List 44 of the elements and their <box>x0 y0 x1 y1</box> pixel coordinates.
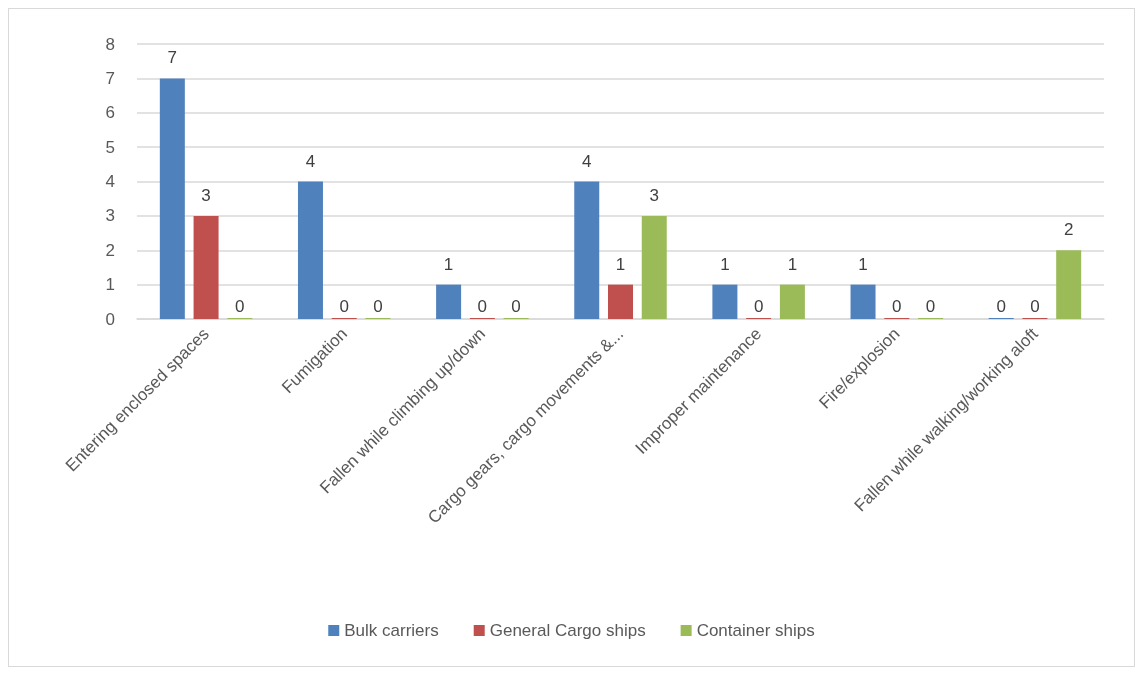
bar <box>297 181 323 319</box>
bar <box>712 284 738 319</box>
data-label: 0 <box>925 297 936 316</box>
data-label: 0 <box>753 297 764 316</box>
y-tick-label: 2 <box>105 240 115 260</box>
bar <box>779 284 805 319</box>
y-tick-label: 4 <box>105 172 115 191</box>
data-label: 1 <box>720 254 730 274</box>
data-label: 0 <box>477 297 488 316</box>
bar <box>608 284 633 319</box>
data-label: 0 <box>373 297 383 316</box>
legend-label: General Cargo ships <box>489 621 646 640</box>
data-label: 0 <box>996 297 1006 316</box>
data-label: 3 <box>201 185 211 205</box>
y-tick-label: 1 <box>105 275 115 295</box>
data-label: 1 <box>615 254 626 274</box>
data-label: 4 <box>582 151 592 171</box>
data-label: 7 <box>167 48 178 68</box>
legend-label: Bulk carriers <box>344 621 439 640</box>
data-label: 1 <box>443 254 454 274</box>
data-label: 0 <box>1030 297 1040 316</box>
y-tick-label: 7 <box>105 68 115 88</box>
bar <box>193 215 219 319</box>
y-tick-label: 0 <box>105 309 115 329</box>
data-label: 1 <box>858 254 868 274</box>
data-label: 1 <box>787 254 798 274</box>
y-tick-label: 8 <box>105 34 115 54</box>
data-label: 4 <box>305 151 316 171</box>
bar <box>1056 250 1082 319</box>
data-label: 0 <box>511 297 521 316</box>
bar <box>159 78 185 319</box>
data-label: 3 <box>649 185 659 205</box>
bar <box>850 284 876 319</box>
y-tick-label: 3 <box>105 206 115 226</box>
legend-label: Container ships <box>696 621 815 640</box>
bar <box>641 215 667 319</box>
bar <box>436 284 462 319</box>
y-tick-label: 6 <box>105 103 115 123</box>
data-label: 0 <box>892 297 902 316</box>
data-label: 2 <box>1063 220 1074 240</box>
data-label: 0 <box>235 297 245 316</box>
data-label: 0 <box>339 297 349 316</box>
bar <box>574 181 600 319</box>
y-tick-label: 5 <box>105 137 115 157</box>
